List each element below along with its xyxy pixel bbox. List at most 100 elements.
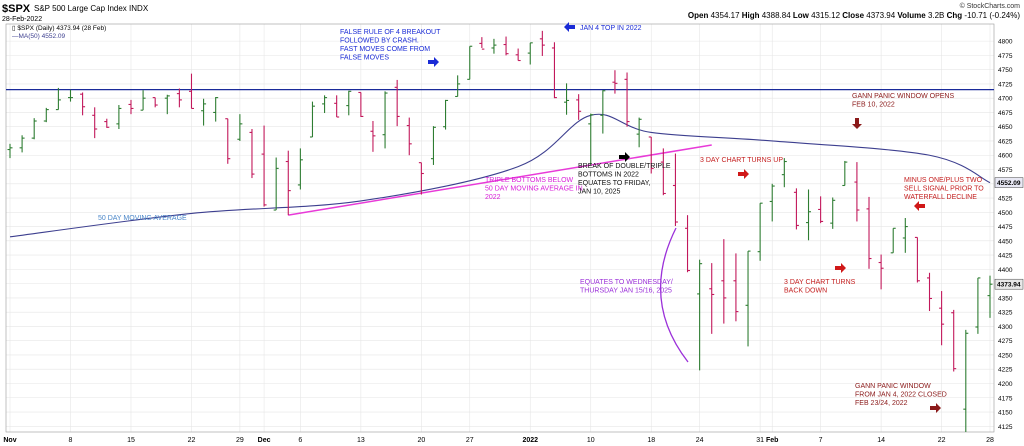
ohlc-bar-2022-01-11 <box>600 90 606 134</box>
arrow-gann-opens-icon <box>852 118 862 129</box>
ohlc-bar-2022-02-25 <box>975 277 981 334</box>
legend-price-marker: ▯ <box>12 25 16 32</box>
ohlc-bar-2021-12-08 <box>322 95 328 114</box>
x-tick-14: 31 <box>756 437 764 444</box>
ohlc-bar-2021-11-03 <box>31 118 37 140</box>
x-tick-18: 22 <box>938 437 946 444</box>
annotation-line: 50 DAY MOVING AVERAGE IN <box>485 186 583 193</box>
ohlc-bar-2022-01-10 <box>588 113 594 166</box>
ohlc-bar-2021-11-24 <box>213 97 219 122</box>
y-tick-4750: 4750 <box>998 67 1013 74</box>
ma-tag: 4552.09 <box>994 177 1024 188</box>
ohlc-bar-2021-12-28 <box>479 37 485 50</box>
x-tick-19: 28 <box>986 437 994 444</box>
ohlc-bar-2021-12-07 <box>309 101 315 138</box>
x-tick-15: Feb <box>766 437 778 444</box>
annotation-line: FALSE MOVES <box>340 55 389 62</box>
ohlc-bar-2021-12-20 <box>418 162 424 195</box>
ohlc-label-chg: Chg <box>944 11 964 20</box>
ohlc-bar-2022-02-18 <box>927 272 933 312</box>
ohlc-bar-2021-12-15 <box>382 91 388 149</box>
x-tick-4: 29 <box>236 437 244 444</box>
ohlc-bar-2021-12-16 <box>394 79 400 127</box>
legend-price-text: $SPX (Daily) 4373.94 (28 Feb) <box>17 25 106 32</box>
ohlc-value-volume: 3.2B <box>928 11 944 20</box>
ohlc-bar-2022-02-10 <box>854 162 860 222</box>
arrow-break-icon <box>619 152 630 162</box>
ohlc-bar-2021-12-27 <box>467 45 473 80</box>
ohlc-bar-2022-01-24 <box>697 259 703 371</box>
ohlc-value-low: 4315.12 <box>811 11 840 20</box>
annotation-line: WATERFALL DECLINE <box>904 194 977 201</box>
annotation-line: FROM JAN 4, 2022 CLOSED <box>855 392 947 399</box>
annotation-false-rule: FALSE RULE OF 4 BREAKOUT FOLLOWED BY CRAS… <box>340 29 441 62</box>
arrow-gann-closed-icon <box>930 403 941 413</box>
annotation-line: BACK DOWN <box>784 288 827 295</box>
legend-ma-marker: — <box>12 33 19 40</box>
y-tick-4525: 4525 <box>998 196 1013 203</box>
credit-label: © StockCharts.com <box>960 2 1021 10</box>
ohlc-bar-2021-11-29 <box>237 114 243 141</box>
ohlc-bar-2021-11-16 <box>140 90 146 111</box>
x-tick-16: 7 <box>819 437 823 444</box>
annotation-line: FEB 23/24, 2022 <box>855 400 908 407</box>
ohlc-bar-2021-11-30 <box>249 128 255 179</box>
ohlc-readout: Open 4354.17 High 4388.84 Low 4315.12 Cl… <box>688 11 1020 20</box>
ohlc-bar-2021-12-22 <box>443 99 449 130</box>
legend-price: ▯ $SPX (Daily) 4373.94 (28 Feb) <box>12 25 106 32</box>
ohlc-bar-2022-02-09 <box>842 160 848 187</box>
ohlc-bar-2021-11-10 <box>92 107 98 139</box>
ohlc-bar-2021-11-12 <box>116 105 122 129</box>
annotation-line: EQUATES TO WEDNESDAY/ <box>580 279 673 286</box>
grid-lines <box>6 24 994 432</box>
y-tick-4625: 4625 <box>998 138 1013 145</box>
axes: 4125 4150 4175 4200 4225 4250 4275 4300 4325 4350… <box>3 23 1024 444</box>
ohlc-bar-2022-01-25 <box>709 263 715 334</box>
ohlc-bar-2022-01-12 <box>612 70 618 94</box>
annotation-minus-one: MINUS ONE/PLUS TWO SELL SIGNAL PRIOR TO WA… <box>904 177 984 201</box>
ohlc-bar-2022-01-28 <box>745 250 751 347</box>
ohlc-bar-2022-02-22 <box>939 291 945 346</box>
ohlc-bar-2022-01-06 <box>564 83 570 115</box>
ohlc-bar-2022-02-07 <box>818 196 824 224</box>
annotation-line: MINUS ONE/PLUS TWO <box>904 177 983 184</box>
y-tick-4450: 4450 <box>998 238 1013 245</box>
ohlc-bar-2022-02-03 <box>793 188 799 230</box>
ohlc-value-high: 4388.84 <box>762 11 791 20</box>
annotation-line: 50 DAY MOVING AVERAGE <box>98 215 187 222</box>
y-tick-4125: 4125 <box>998 424 1013 431</box>
triple-bottom-trendline <box>288 144 712 216</box>
annotation-line: BREAK OF DOUBLE/TRIPLE <box>578 163 671 170</box>
ohlc-bar-2021-11-22 <box>188 73 194 110</box>
ohlc-bar-2021-11-18 <box>164 94 170 115</box>
annotation-3day-down: 3 DAY CHART TURNS BACK DOWN <box>784 279 856 295</box>
y-tick-4650: 4650 <box>998 124 1013 131</box>
annotation-line: FEB 10, 2022 <box>852 102 895 109</box>
ohlc-bar-2021-12-01 <box>261 125 267 207</box>
annotation-line: FOLLOWED BY CRASH. <box>340 38 419 45</box>
ohlc-bar-2021-12-31 <box>515 48 521 62</box>
ohlc-bar-2022-02-23 <box>951 309 957 372</box>
ohlc-bar-2022-02-14 <box>878 254 884 290</box>
y-tick-4775: 4775 <box>998 53 1013 60</box>
ohlc-bar-2022-02-11 <box>866 196 872 269</box>
annotation-line: SELL SIGNAL PRIOR TO <box>904 186 984 193</box>
annotation-jan4-top: JAN 4 TOP IN 2022 <box>580 25 642 32</box>
ohlc-bar-2022-01-21 <box>685 215 691 273</box>
ohlc-bar-2021-12-23 <box>455 75 461 98</box>
annotation-line: 2022 <box>485 194 501 201</box>
ohlc-bars <box>7 30 993 432</box>
y-tick-4200: 4200 <box>998 381 1013 388</box>
x-tick-3: 22 <box>188 437 196 444</box>
ohlc-bar-2021-12-02 <box>273 157 279 211</box>
index-full-name: S&P 500 Large Cap Index <box>34 4 127 13</box>
ohlc-bar-2022-01-26 <box>721 239 727 324</box>
y-tick-4400: 4400 <box>998 267 1013 274</box>
ohlc-bar-2022-01-05 <box>551 42 557 99</box>
chart-header: $SPX S&P 500 Large Cap Index INDX 28-Feb… <box>2 2 1020 40</box>
y-tick-4800: 4800 <box>998 39 1013 46</box>
legend-ma-text: MA(50) 4552.09 <box>19 33 66 40</box>
ohlc-label-high: High <box>740 11 762 20</box>
ohlc-bar-2022-02-04 <box>806 189 812 241</box>
ohlc-bar-2021-11-09 <box>80 92 86 116</box>
